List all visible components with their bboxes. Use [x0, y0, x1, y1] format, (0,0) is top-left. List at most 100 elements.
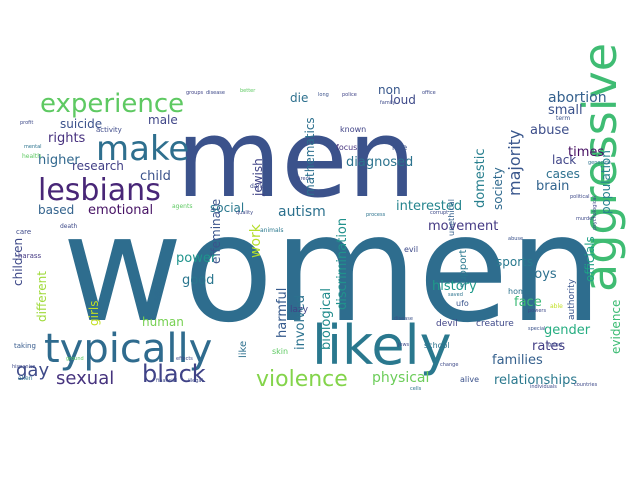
word-power: power	[176, 251, 217, 266]
word-biological: biological	[319, 288, 334, 350]
word-diagnosed: diagnosed	[346, 155, 413, 170]
word-alive: alive	[460, 375, 479, 384]
word-jewish: jewish	[251, 158, 265, 197]
word-society: society	[491, 167, 505, 210]
word-better: better	[240, 88, 256, 94]
word-aggressive: aggressive	[573, 43, 627, 292]
word-direct: direct	[296, 176, 310, 182]
word-male: male	[148, 113, 178, 127]
word-health: health	[22, 153, 41, 160]
word-gender: gender	[544, 323, 591, 338]
word-animals: animals	[260, 227, 283, 234]
word-special: special	[528, 326, 545, 332]
word-small: small	[548, 103, 583, 118]
word-lazy: lazy	[290, 305, 309, 315]
word-officials: officials	[583, 236, 597, 282]
word-mental: mental	[24, 144, 42, 150]
word-autism: autism	[278, 204, 326, 220]
word-suicide: suicide	[60, 117, 102, 131]
word-agents: agents	[172, 203, 192, 210]
word-times: times	[568, 145, 604, 160]
word-experience: experience	[40, 89, 184, 119]
word-taking: taking	[14, 342, 36, 350]
word-dark: dark	[250, 183, 264, 190]
word-typically: typically	[44, 326, 212, 372]
word-sports: sports	[496, 255, 533, 269]
word-lesbians: lesbians	[38, 173, 161, 208]
word-face: face	[514, 295, 542, 310]
word-political: political	[570, 194, 590, 200]
word-families: families	[492, 353, 543, 368]
word-abuse: abuse	[530, 123, 569, 138]
word-going: going	[548, 342, 562, 348]
word-psychological: psychological	[592, 196, 598, 230]
word-boys: boys	[526, 267, 557, 282]
word-effects: effects	[176, 356, 193, 362]
word-skin: skin	[272, 347, 288, 356]
word-care: care	[16, 228, 31, 236]
word-profit: profit	[20, 120, 33, 126]
word-illegal: illegal	[188, 378, 203, 384]
word-corrupt: corrupt	[430, 210, 448, 216]
word-support: support	[458, 250, 469, 288]
word-population: population	[599, 150, 613, 214]
word-rights: rights	[48, 131, 86, 146]
word-rates: rates	[532, 339, 565, 354]
word-genocide: genocide	[588, 160, 611, 166]
word-lack: lack	[552, 153, 576, 167]
word-history: history	[432, 279, 477, 294]
word-likely: likely	[312, 314, 452, 377]
word-seen: seen	[152, 278, 163, 302]
word-loud: loud	[390, 93, 416, 107]
word-interested: interested	[396, 199, 462, 214]
word-children: children	[11, 238, 25, 286]
word-family: family	[380, 100, 395, 106]
word-physical: physical	[372, 370, 429, 386]
word-research: research	[72, 159, 124, 173]
word-domestic: domestic	[473, 149, 488, 209]
word-disease: disease	[206, 90, 225, 96]
word-cells: cells	[410, 386, 422, 392]
word-make: make	[96, 129, 189, 169]
word-individuals: individuals	[530, 384, 557, 390]
word-majority: majority	[505, 130, 524, 196]
word-movement: movement	[428, 219, 498, 234]
word-violence: violence	[256, 367, 348, 392]
word-gay: gay	[16, 360, 49, 381]
word-devil: devil	[436, 319, 458, 329]
word-men: men	[176, 97, 416, 222]
word-role: role	[392, 143, 407, 152]
word-good: good	[182, 273, 214, 288]
word-activity: activity	[96, 126, 122, 134]
word-unethical: unethical	[447, 199, 456, 236]
word-black: black	[142, 360, 206, 388]
word-relationships: relationships	[494, 373, 577, 388]
word-involved: involved	[293, 295, 308, 350]
word-different: different	[35, 271, 49, 322]
word-creature: creature	[476, 319, 514, 329]
word-based: based	[38, 203, 74, 217]
word-countries: countries	[574, 382, 598, 388]
word-social: social	[210, 201, 244, 215]
word-non: non	[378, 83, 401, 97]
word-human: human	[142, 315, 184, 329]
word-death: death	[60, 223, 78, 230]
word-disease: disease	[394, 316, 413, 322]
word-higher: higher	[38, 153, 80, 168]
word-authority: authority	[567, 278, 577, 320]
word-home: home	[508, 287, 531, 296]
word-brain: brain	[536, 179, 569, 194]
word-jews: jews	[397, 342, 410, 348]
word-sexual: sexual	[56, 368, 114, 389]
word-long: long	[318, 92, 329, 98]
word-ufo: ufo	[456, 299, 469, 308]
word-women: women	[62, 183, 603, 355]
word-office: office	[422, 90, 436, 96]
word-financial: financial	[156, 378, 177, 384]
word-discrimination: discrimination	[335, 218, 350, 310]
word-quality: quality	[236, 210, 253, 216]
word-evidence: evidence	[609, 300, 623, 354]
word-term: term	[556, 115, 570, 122]
word-like: like	[238, 341, 249, 358]
